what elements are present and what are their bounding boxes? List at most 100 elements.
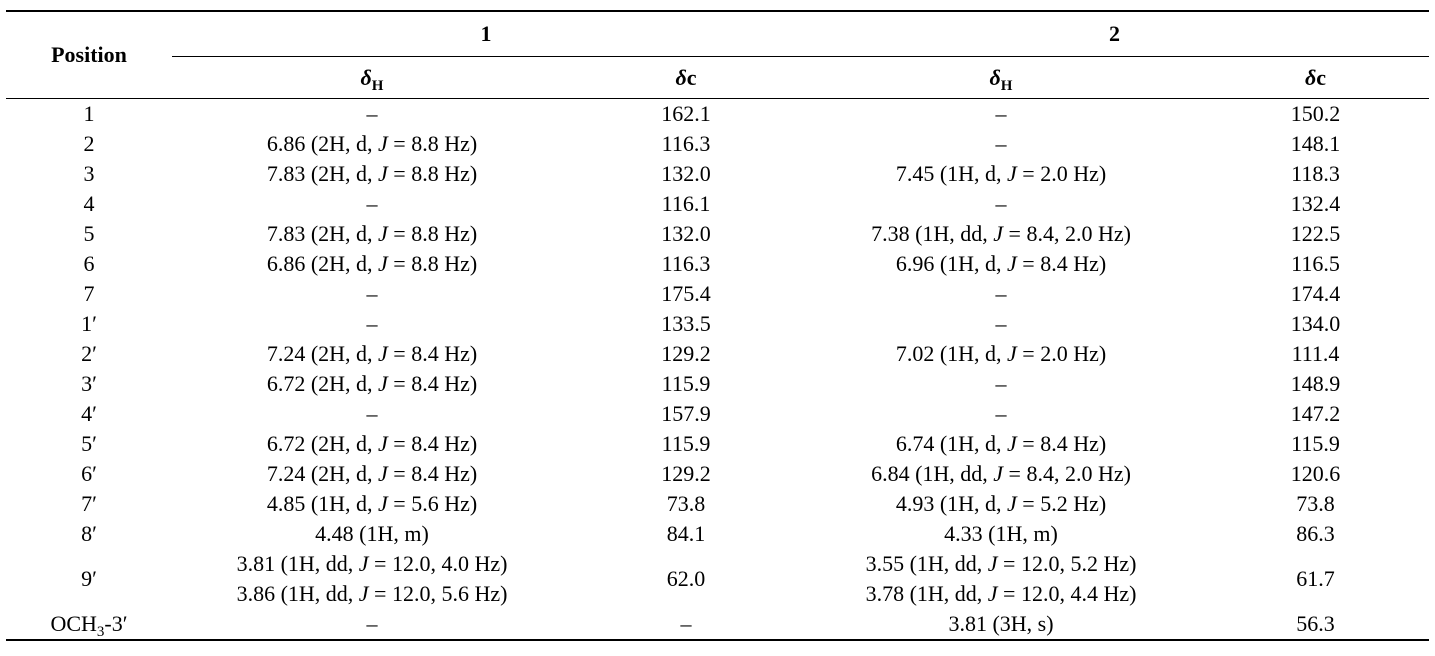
- position-cell: 7: [83, 281, 95, 306]
- compound-header: 1: [172, 11, 800, 57]
- delta-c-cell: 122.5: [1290, 221, 1341, 246]
- delta-c-cell: 132.0: [661, 221, 711, 246]
- header-row: δH δc δH δc: [6, 57, 1429, 99]
- table-row: 6′ 7.24 (2H, d, J = 8.4 Hz) 129.2 6.84 (1H,…: [6, 459, 1429, 489]
- table-row: 5′ 6.72 (2H, d, J = 8.4 Hz) 115.9 6.74 (1H,…: [6, 429, 1429, 459]
- delta-h-cell: –: [995, 101, 1007, 126]
- position-cell: 3: [83, 161, 95, 186]
- delta-c-cell: 61.7: [1296, 566, 1335, 591]
- delta-c-cell: –: [680, 611, 692, 636]
- position-cell: 6′: [81, 461, 97, 486]
- delta-c-cell: 62.0: [666, 566, 706, 591]
- delta-c-cell: 115.9: [1291, 431, 1340, 456]
- column-header: δc: [1304, 64, 1327, 90]
- delta-c-cell: 116.3: [661, 251, 711, 276]
- position-cell: 2: [83, 131, 95, 156]
- delta-h-cell: –: [995, 311, 1007, 336]
- compound-header: 2: [800, 11, 1429, 57]
- position-cell: 4′: [81, 401, 97, 426]
- column-header: δH: [989, 64, 1013, 94]
- delta-h-cell: 7.24 (2H, d, J = 8.4 Hz): [266, 341, 478, 366]
- position-cell: 7′: [81, 491, 97, 516]
- delta-c-cell: 132.4: [1290, 191, 1341, 216]
- delta-h-cell: 6.72 (2H, d, J = 8.4 Hz): [266, 371, 478, 396]
- delta-c-cell: 129.2: [661, 341, 711, 366]
- delta-h-cell: 6.72 (2H, d, J = 8.4 Hz): [266, 431, 478, 456]
- delta-h-cell: 3.81 (1H, dd, J = 12.0, 4.0 Hz) 3.86 (1H,…: [172, 549, 572, 609]
- delta-c-cell: 132.0: [661, 161, 711, 186]
- position-cell: 5: [83, 221, 95, 246]
- position-cell: 3′: [81, 371, 97, 396]
- table-row: OCH3-3′ – – 3.81 (3H, s) 56.3: [6, 609, 1429, 640]
- delta-c-cell: 115.9: [661, 371, 711, 396]
- delta-c-cell: 84.1: [666, 521, 706, 546]
- delta-c-cell: 157.9: [661, 401, 711, 426]
- table-row: 1′ – 133.5 – 134.0: [6, 309, 1429, 339]
- delta-c-cell: 56.3: [1296, 611, 1335, 636]
- delta-c-cell: 115.9: [661, 431, 711, 456]
- delta-c-cell: 116.1: [661, 191, 711, 216]
- delta-h-cell: –: [366, 611, 378, 636]
- delta-h-cell: –: [366, 101, 378, 126]
- delta-c-cell: 133.5: [661, 311, 711, 336]
- column-header: δH: [360, 64, 384, 94]
- delta-h-cell: 4.33 (1H, m): [944, 521, 1058, 546]
- delta-h-cell: –: [366, 311, 378, 336]
- delta-h-cell: 6.74 (1H, d, J = 8.4 Hz): [895, 431, 1107, 456]
- delta-h-cell: 7.02 (1H, d, J = 2.0 Hz): [895, 341, 1107, 366]
- delta-h-cell: –: [995, 401, 1007, 426]
- delta-h-cell: 6.96 (1H, d, J = 8.4 Hz): [895, 251, 1107, 276]
- table-row: 8′ 4.48 (1H, m) 84.1 4.33 (1H, m) 86.3: [6, 519, 1429, 549]
- table-row: 3′ 6.72 (2H, d, J = 8.4 Hz) 115.9 – 148.9: [6, 369, 1429, 399]
- delta-h-cell: 6.86 (2H, d, J = 8.8 Hz): [266, 251, 478, 276]
- delta-h-cell: 6.86 (2H, d, J = 8.8 Hz): [266, 131, 478, 156]
- delta-c-cell: 134.0: [1290, 311, 1341, 336]
- table-row: 9′ 3.81 (1H, dd, J = 12.0, 4.0 Hz) 3.86 (1…: [6, 549, 1429, 609]
- delta-h-cell: 7.38 (1H, dd, J = 8.4, 2.0 Hz): [871, 221, 1131, 246]
- delta-h-cell: 7.83 (2H, d, J = 8.8 Hz): [266, 221, 478, 246]
- table-row: 7 – 175.4 – 174.4: [6, 279, 1429, 309]
- delta-c-cell: 147.2: [1290, 401, 1341, 426]
- table-row: 6 6.86 (2H, d, J = 8.8 Hz) 116.3 6.96 (1H, …: [6, 249, 1429, 279]
- column-header: δc: [675, 64, 697, 90]
- nmr-table: Position 1 2 δH δc δH δc 1 – 162.1 – 150.2 2 6…: [6, 10, 1429, 641]
- delta-c-cell: 175.4: [661, 281, 711, 306]
- position-cell: 5′: [81, 431, 97, 456]
- table-body: 1 – 162.1 – 150.2 2 6.86 (2H, d, J = 8.8 Hz) 11…: [6, 99, 1429, 640]
- delta-h-cell: 3.55 (1H, dd, J = 12.0, 5.2 Hz) 3.78 (1H,…: [800, 549, 1202, 609]
- cell-line: 3.81 (1H, dd, J = 12.0, 4.0 Hz): [236, 551, 508, 576]
- delta-c-cell: 118.3: [1291, 161, 1340, 186]
- delta-h-cell: 7.45 (1H, d, J = 2.0 Hz): [895, 161, 1107, 186]
- cell-line: 3.78 (1H, dd, J = 12.0, 4.4 Hz): [865, 581, 1137, 606]
- delta-h-cell: –: [366, 401, 378, 426]
- delta-h-cell: –: [995, 131, 1007, 156]
- position-cell: OCH3-3′: [50, 611, 128, 640]
- delta-h-cell: 4.48 (1H, m): [315, 521, 429, 546]
- delta-c-cell: 174.4: [1290, 281, 1341, 306]
- position-cell: 4: [83, 191, 95, 216]
- delta-c-cell: 73.8: [1296, 491, 1335, 516]
- delta-h-cell: –: [995, 371, 1007, 396]
- delta-c-cell: 86.3: [1296, 521, 1335, 546]
- delta-c-cell: 116.3: [661, 131, 711, 156]
- table-row: 2 6.86 (2H, d, J = 8.8 Hz) 116.3 – 148.1: [6, 129, 1429, 159]
- position-header: Position: [51, 42, 127, 67]
- position-cell: 8′: [81, 521, 97, 546]
- table-row: 2′ 7.24 (2H, d, J = 8.4 Hz) 129.2 7.02 (1H,…: [6, 339, 1429, 369]
- delta-c-cell: 111.4: [1291, 341, 1340, 366]
- table-row: 1 – 162.1 – 150.2: [6, 99, 1429, 130]
- table-row: 3 7.83 (2H, d, J = 8.8 Hz) 132.0 7.45 (1H, …: [6, 159, 1429, 189]
- cell-line: 3.86 (1H, dd, J = 12.0, 5.6 Hz): [236, 581, 508, 606]
- delta-h-cell: 3.81 (3H, s): [948, 611, 1054, 636]
- delta-c-cell: 120.6: [1290, 461, 1341, 486]
- position-cell: 2′: [81, 341, 97, 366]
- delta-c-cell: 148.1: [1290, 131, 1341, 156]
- delta-c-cell: 73.8: [666, 491, 706, 516]
- table-row: 5 7.83 (2H, d, J = 8.8 Hz) 132.0 7.38 (1H, …: [6, 219, 1429, 249]
- table-row: 4′ – 157.9 – 147.2: [6, 399, 1429, 429]
- delta-h-cell: 4.93 (1H, d, J = 5.2 Hz): [895, 491, 1107, 516]
- delta-h-cell: 4.85 (1H, d, J = 5.6 Hz): [266, 491, 478, 516]
- position-cell: 1: [83, 101, 95, 126]
- delta-h-cell: 7.24 (2H, d, J = 8.4 Hz): [266, 461, 478, 486]
- delta-h-cell: –: [366, 191, 378, 216]
